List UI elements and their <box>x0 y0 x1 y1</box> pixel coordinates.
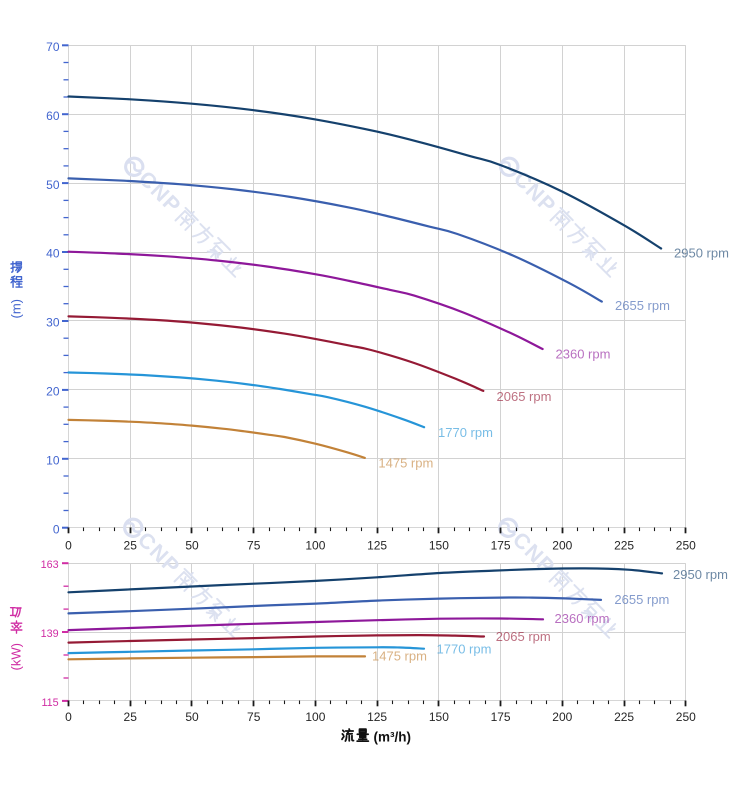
svg-text:50: 50 <box>185 710 199 724</box>
svg-text:CNP: CNP <box>133 528 185 580</box>
svg-text:0: 0 <box>65 538 72 552</box>
svg-text:30: 30 <box>46 316 60 330</box>
svg-text:2655 rpm: 2655 rpm <box>615 298 670 313</box>
svg-text:150: 150 <box>429 710 449 724</box>
svg-text:25: 25 <box>124 710 138 724</box>
svg-text:75: 75 <box>247 710 261 724</box>
svg-text:225: 225 <box>614 710 634 724</box>
svg-text:1770 rpm: 1770 rpm <box>438 425 493 440</box>
svg-text:40: 40 <box>46 247 60 261</box>
svg-text:2950 rpm: 2950 rpm <box>673 567 728 582</box>
svg-text:2065 rpm: 2065 rpm <box>497 389 552 404</box>
svg-text:25: 25 <box>124 538 138 552</box>
svg-text:CNP: CNP <box>509 167 561 219</box>
svg-text:2360 rpm: 2360 rpm <box>556 347 611 362</box>
svg-text:139: 139 <box>41 628 59 640</box>
svg-text:250: 250 <box>676 710 696 724</box>
svg-text:100: 100 <box>305 538 325 552</box>
svg-text:2655 rpm: 2655 rpm <box>614 592 669 607</box>
svg-text:0: 0 <box>53 522 60 536</box>
svg-text:70: 70 <box>46 40 60 54</box>
svg-text:(m): (m) <box>9 299 24 319</box>
svg-text:175: 175 <box>491 538 511 552</box>
svg-text:1475 rpm: 1475 rpm <box>372 649 427 664</box>
svg-text:0: 0 <box>65 710 72 724</box>
svg-text:175: 175 <box>491 710 511 724</box>
svg-text:2950 rpm: 2950 rpm <box>674 246 729 261</box>
svg-text:200: 200 <box>552 538 572 552</box>
svg-text:250: 250 <box>676 538 696 552</box>
svg-text:150: 150 <box>429 538 449 552</box>
svg-text:(kW): (kW) <box>9 643 24 670</box>
svg-text:10: 10 <box>46 454 60 468</box>
svg-text:CNP: CNP <box>134 167 186 219</box>
svg-text:CNP: CNP <box>508 528 560 580</box>
svg-text:125: 125 <box>367 538 387 552</box>
svg-text:(m³/h): (m³/h) <box>374 729 412 744</box>
svg-text:200: 200 <box>552 710 572 724</box>
svg-text:75: 75 <box>247 538 261 552</box>
svg-text:115: 115 <box>41 697 58 709</box>
svg-text:2065 rpm: 2065 rpm <box>496 629 551 644</box>
svg-text:2360 rpm: 2360 rpm <box>555 611 610 626</box>
svg-text:60: 60 <box>46 109 60 123</box>
svg-text:1475 rpm: 1475 rpm <box>378 456 433 471</box>
svg-text:1770 rpm: 1770 rpm <box>437 641 492 656</box>
svg-text:50: 50 <box>185 538 199 552</box>
svg-text:225: 225 <box>614 538 634 552</box>
svg-text:163: 163 <box>41 559 59 571</box>
svg-text:125: 125 <box>367 710 387 724</box>
svg-text:20: 20 <box>46 385 60 399</box>
svg-text:50: 50 <box>46 178 60 192</box>
svg-text:100: 100 <box>305 710 325 724</box>
